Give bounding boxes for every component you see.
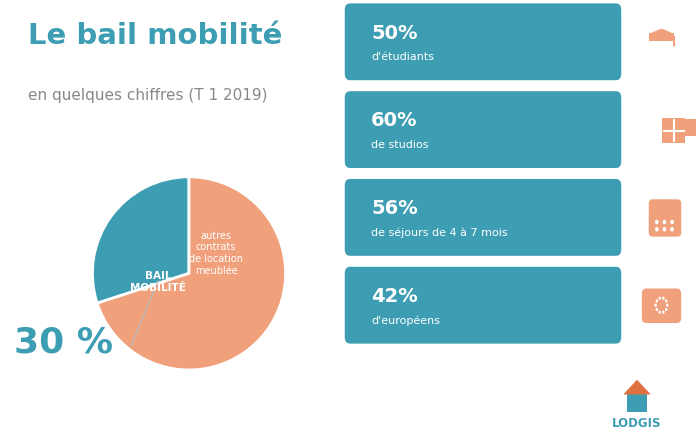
FancyBboxPatch shape — [652, 204, 678, 211]
Circle shape — [666, 304, 668, 307]
FancyBboxPatch shape — [642, 289, 681, 323]
Circle shape — [659, 311, 661, 314]
Text: 60%: 60% — [371, 111, 417, 130]
Circle shape — [659, 297, 661, 300]
Circle shape — [655, 220, 659, 225]
Polygon shape — [652, 29, 671, 36]
Circle shape — [663, 220, 666, 225]
Text: d'européens: d'européens — [371, 314, 440, 325]
FancyBboxPatch shape — [344, 92, 622, 169]
Wedge shape — [92, 177, 189, 304]
FancyBboxPatch shape — [344, 267, 622, 344]
FancyBboxPatch shape — [682, 120, 696, 137]
FancyBboxPatch shape — [662, 119, 685, 144]
FancyBboxPatch shape — [649, 200, 681, 237]
Text: de séjours de 4 à 7 mois: de séjours de 4 à 7 mois — [371, 227, 508, 237]
Circle shape — [654, 304, 657, 307]
Text: 56%: 56% — [371, 199, 418, 218]
Circle shape — [655, 300, 658, 303]
Circle shape — [655, 308, 658, 311]
Circle shape — [671, 220, 674, 225]
Circle shape — [655, 227, 659, 232]
FancyBboxPatch shape — [649, 34, 674, 42]
Circle shape — [673, 45, 676, 47]
Text: de studios: de studios — [371, 139, 428, 149]
Polygon shape — [623, 380, 651, 395]
Text: BAIL
MOBILITÉ: BAIL MOBILITÉ — [130, 271, 186, 292]
FancyBboxPatch shape — [344, 180, 622, 256]
Circle shape — [671, 227, 674, 232]
Text: d'étudiants: d'étudiants — [371, 52, 434, 62]
Text: Le bail mobilité: Le bail mobilité — [28, 22, 282, 50]
Circle shape — [665, 308, 668, 311]
FancyBboxPatch shape — [344, 4, 622, 81]
Wedge shape — [97, 177, 286, 370]
Text: autres
contrats
de location
meublée: autres contrats de location meublée — [189, 230, 243, 275]
Circle shape — [662, 297, 664, 300]
Text: 30 %: 30 % — [14, 325, 113, 359]
Text: 42%: 42% — [371, 286, 418, 305]
Text: LODGIS: LODGIS — [612, 416, 662, 429]
FancyBboxPatch shape — [627, 395, 647, 412]
Circle shape — [665, 300, 668, 303]
Text: en quelques chiffres (T 1 2019): en quelques chiffres (T 1 2019) — [28, 88, 267, 102]
Circle shape — [662, 311, 664, 314]
Circle shape — [663, 227, 666, 232]
Text: 50%: 50% — [371, 24, 417, 42]
